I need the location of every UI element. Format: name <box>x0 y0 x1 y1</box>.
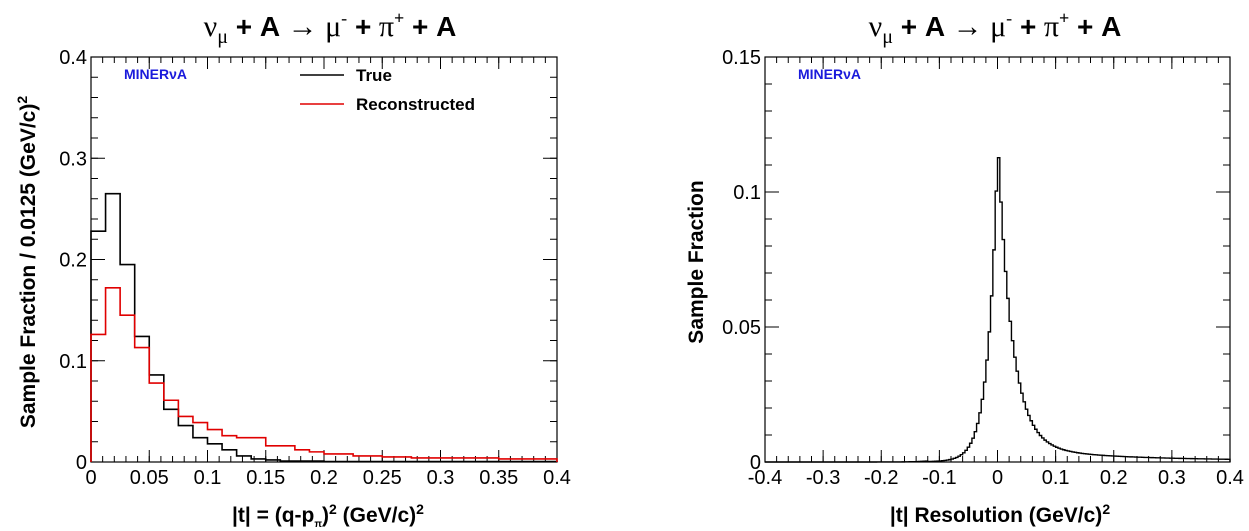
left-title-plus2: + <box>347 11 371 42</box>
left-y-tick-label: 0.2 <box>59 250 87 272</box>
left-x-tick-label: 0.35 <box>479 467 518 489</box>
histogram-true-line <box>90 192 558 463</box>
left-axis-ticks: 0 0.05 0.1 0.15 0.2 0.25 0.3 0.35 0.4 0 0.1 0.2 0.3 0… <box>59 47 571 489</box>
left-title-mu: μ <box>325 10 341 43</box>
right-title-a1: A <box>917 11 945 42</box>
left-y-tick-label: 0 <box>76 452 87 474</box>
right-title-mu-sup: - <box>1006 8 1012 28</box>
right-x-tick-label: 0.1 <box>1042 467 1070 489</box>
left-title-a1: A <box>252 11 280 42</box>
right-title-arrow: → <box>945 10 990 43</box>
right-x-tick-label: -0.4 <box>748 467 782 489</box>
right-y-tick-label: 0.05 <box>722 317 761 339</box>
left-title-pi-sup: + <box>394 8 404 28</box>
legend-reco-label: Reconstructed <box>356 95 475 114</box>
left-title-plus3: + <box>404 11 428 42</box>
left-title-a2: A <box>428 11 456 42</box>
left-x-tick-label: 0.05 <box>130 467 169 489</box>
right-x-tick-label: 0.2 <box>1100 467 1128 489</box>
right-axis-ticks: -0.4 -0.3 -0.2 -0.1 0 0.1 0.2 0.3 0.4 0 0.05 0.1 0.1… <box>722 47 1244 489</box>
left-title-arrow: → <box>280 10 325 43</box>
right-x-tick-label: -0.3 <box>806 467 840 489</box>
right-y-tick-label: 0 <box>750 452 761 474</box>
left-x-tick-label: 0.2 <box>310 467 338 489</box>
right-y-tick-label: 0.1 <box>733 182 761 204</box>
left-y-tick-label: 0.1 <box>59 351 87 373</box>
left-x-axis-title: |t| = (q-pπ)2 (GeV/c)2 <box>232 501 424 530</box>
left-plot-frame <box>90 56 558 463</box>
left-minerva-label: MINERνA <box>124 66 187 82</box>
right-histogram <box>765 156 1231 463</box>
left-legend: True Reconstructed <box>300 66 475 114</box>
left-x-tick-label: 0.4 <box>543 467 571 489</box>
left-y-axis-title: Sample Fraction / 0.0125 (GeV/c)2 <box>14 96 40 428</box>
left-title: νμ + A → μ- + π+ + A <box>204 8 457 48</box>
legend-true-label: True <box>356 66 392 85</box>
left-title-plus1: + <box>228 11 252 42</box>
right-y-axis-title: Sample Fraction <box>685 180 708 343</box>
right-x-tick-label: 0.4 <box>1216 467 1244 489</box>
histogram-reconstructed-line <box>90 287 558 462</box>
left-title-nu-sub: μ <box>217 26 228 48</box>
right-chart: νμ + A → μ- + π+ + A -0.4 -0.3 -0.2 -0.1 0 0.… <box>685 8 1244 527</box>
left-x-tick-label: 0.25 <box>363 467 402 489</box>
right-x-tick-label: -0.2 <box>864 467 898 489</box>
right-minerva-label: MINERνA <box>798 66 861 82</box>
right-plot-frame <box>764 56 1231 463</box>
right-title-nu: ν <box>869 10 883 43</box>
right-title: νμ + A → μ- + π+ + A <box>869 8 1122 48</box>
right-title-plus3: + <box>1069 11 1093 42</box>
right-title-pi-sup: + <box>1059 8 1069 28</box>
left-title-pi: π <box>371 10 394 43</box>
left-chart: νμ + A → μ- + π+ + A 0 0.05 0.1 0.15 0.2 0.25… <box>14 8 571 530</box>
left-y-tick-label: 0.4 <box>59 47 87 69</box>
right-x-tick-label: 0 <box>992 467 1003 489</box>
right-x-tick-label: 0.3 <box>1158 467 1186 489</box>
right-x-axis-title: |t| Resolution (GeV/c)2 <box>890 501 1110 527</box>
right-y-tick-label: 0.15 <box>722 47 761 69</box>
left-x-tick-label: 0.1 <box>194 467 222 489</box>
right-title-a2: A <box>1093 11 1121 42</box>
left-x-tick-label: 0.15 <box>246 467 285 489</box>
left-title-nu: ν <box>204 10 218 43</box>
left-x-tick-label: 0.3 <box>427 467 455 489</box>
right-title-pi: π <box>1036 10 1059 43</box>
right-x-tick-label: -0.1 <box>922 467 956 489</box>
resolution-histogram-line <box>765 156 1231 463</box>
right-title-plus1: + <box>893 11 917 42</box>
left-y-tick-label: 0.3 <box>59 148 87 170</box>
right-title-nu-sub: μ <box>882 26 893 48</box>
right-title-plus2: + <box>1012 11 1036 42</box>
left-title-mu-sup: - <box>341 8 347 28</box>
right-title-mu: μ <box>990 10 1006 43</box>
left-x-tick-label: 0 <box>85 467 96 489</box>
left-histograms <box>90 192 558 463</box>
